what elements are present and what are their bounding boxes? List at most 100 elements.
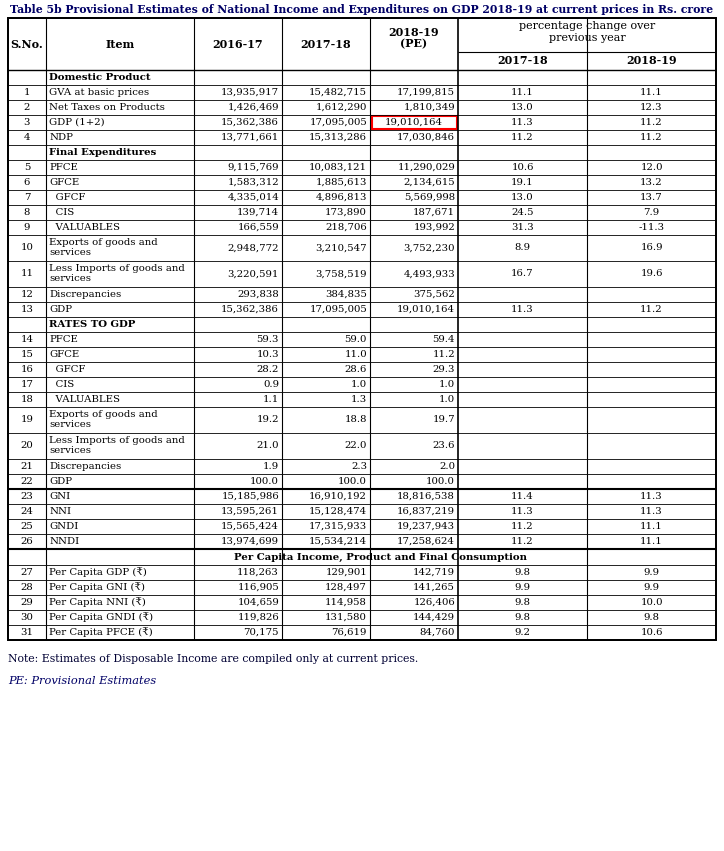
Text: 11.3: 11.3 <box>511 305 534 314</box>
Text: S.No.: S.No. <box>11 38 43 49</box>
Text: 22.0: 22.0 <box>345 442 367 450</box>
Text: 9.8: 9.8 <box>644 613 660 622</box>
Text: 104,659: 104,659 <box>237 598 279 607</box>
Text: GFCE: GFCE <box>49 178 79 187</box>
Text: 21.0: 21.0 <box>256 442 279 450</box>
Text: 173,890: 173,890 <box>325 208 367 217</box>
Text: Per Capita GDP (₹): Per Capita GDP (₹) <box>49 568 147 577</box>
Text: 59.3: 59.3 <box>256 335 279 344</box>
Text: 15,565,424: 15,565,424 <box>221 522 279 531</box>
Text: 3,758,519: 3,758,519 <box>316 270 367 278</box>
Text: 16,837,219: 16,837,219 <box>397 507 455 516</box>
Text: (PE): (PE) <box>400 38 428 49</box>
Text: services: services <box>49 446 91 455</box>
Text: 7.9: 7.9 <box>644 208 660 217</box>
Text: 10.6: 10.6 <box>511 163 534 172</box>
Text: 15: 15 <box>20 350 33 359</box>
Text: 15,128,474: 15,128,474 <box>309 507 367 516</box>
Text: 218,706: 218,706 <box>325 223 367 232</box>
Text: 11.4: 11.4 <box>511 492 534 501</box>
Text: 10: 10 <box>20 243 33 253</box>
Text: 26: 26 <box>20 537 33 546</box>
Text: 114,958: 114,958 <box>325 598 367 607</box>
Text: 7: 7 <box>24 193 30 202</box>
Text: 1.1: 1.1 <box>263 395 279 404</box>
Text: 11.3: 11.3 <box>640 492 663 501</box>
Text: 166,559: 166,559 <box>237 223 279 232</box>
Text: PE: Provisional Estimates: PE: Provisional Estimates <box>8 676 156 686</box>
Text: 9.8: 9.8 <box>515 598 531 607</box>
Text: 1,612,290: 1,612,290 <box>316 103 367 112</box>
Text: Table 5b Provisional Estimates of National Income and Expenditures on GDP 2018-1: Table 5b Provisional Estimates of Nation… <box>10 4 714 15</box>
Text: 9.9: 9.9 <box>515 583 531 592</box>
Text: NNI: NNI <box>49 507 71 516</box>
Text: 19.7: 19.7 <box>432 415 455 425</box>
Text: 10.0: 10.0 <box>640 598 662 607</box>
Text: 18: 18 <box>20 395 33 404</box>
Text: 11.2: 11.2 <box>640 305 662 314</box>
Text: 13.7: 13.7 <box>640 193 663 202</box>
Text: 22: 22 <box>20 477 33 486</box>
Text: 139,714: 139,714 <box>237 208 279 217</box>
Text: 1.0: 1.0 <box>439 380 455 389</box>
Text: 59.0: 59.0 <box>345 335 367 344</box>
Text: 118,263: 118,263 <box>237 568 279 577</box>
Text: 384,835: 384,835 <box>325 290 367 299</box>
Text: 59.4: 59.4 <box>432 335 455 344</box>
Text: 11.3: 11.3 <box>511 507 534 516</box>
Text: 27: 27 <box>20 568 33 577</box>
Text: VALUABLES: VALUABLES <box>49 223 120 232</box>
Text: 141,265: 141,265 <box>413 583 455 592</box>
Text: 3,752,230: 3,752,230 <box>403 243 455 253</box>
Text: RATES TO GDP: RATES TO GDP <box>49 320 135 329</box>
Text: 24: 24 <box>20 507 33 516</box>
Text: GNDI: GNDI <box>49 522 78 531</box>
Text: 1.0: 1.0 <box>439 395 455 404</box>
Text: 2017-18: 2017-18 <box>300 38 351 49</box>
Text: 3,210,547: 3,210,547 <box>316 243 367 253</box>
Text: services: services <box>49 274 91 283</box>
Text: 15,482,715: 15,482,715 <box>309 88 367 97</box>
Text: 5,569,998: 5,569,998 <box>404 193 455 202</box>
Text: 10.6: 10.6 <box>640 628 662 637</box>
Text: 19,010,164: 19,010,164 <box>385 118 443 127</box>
Text: 13,771,661: 13,771,661 <box>221 133 279 142</box>
Text: 3,220,591: 3,220,591 <box>227 270 279 278</box>
Text: 4,896,813: 4,896,813 <box>316 193 367 202</box>
Text: 11.2: 11.2 <box>511 522 534 531</box>
Text: 2,948,772: 2,948,772 <box>227 243 279 253</box>
Text: 13: 13 <box>20 305 33 314</box>
Text: 10.3: 10.3 <box>256 350 279 359</box>
Text: 9.9: 9.9 <box>644 568 660 577</box>
Text: 19,010,164: 19,010,164 <box>397 305 455 314</box>
Text: 19: 19 <box>20 415 33 425</box>
Text: 9.2: 9.2 <box>515 628 531 637</box>
Text: 1,810,349: 1,810,349 <box>403 103 455 112</box>
Text: 13,935,917: 13,935,917 <box>221 88 279 97</box>
Text: 29: 29 <box>20 598 33 607</box>
Text: 11.1: 11.1 <box>640 522 663 531</box>
Text: 6: 6 <box>24 178 30 187</box>
Text: 19.2: 19.2 <box>256 415 279 425</box>
Text: 17,030,846: 17,030,846 <box>397 133 455 142</box>
Text: 76,619: 76,619 <box>332 628 367 637</box>
Text: 9.8: 9.8 <box>515 568 531 577</box>
Text: 1,426,469: 1,426,469 <box>227 103 279 112</box>
Text: 11.3: 11.3 <box>511 118 534 127</box>
Text: 129,901: 129,901 <box>325 568 367 577</box>
Text: 1: 1 <box>24 88 30 97</box>
Text: 1,885,613: 1,885,613 <box>316 178 367 187</box>
Text: 11.2: 11.2 <box>640 118 662 127</box>
Text: Per Capita NNI (₹): Per Capita NNI (₹) <box>49 597 146 608</box>
Text: PFCE: PFCE <box>49 163 78 172</box>
Text: 2,134,615: 2,134,615 <box>403 178 455 187</box>
Text: 17: 17 <box>20 380 33 389</box>
Text: 11.2: 11.2 <box>511 133 534 142</box>
Text: 15,362,386: 15,362,386 <box>221 118 279 127</box>
Text: 9: 9 <box>24 223 30 232</box>
Text: 18,816,538: 18,816,538 <box>397 492 455 501</box>
Text: 84,760: 84,760 <box>420 628 455 637</box>
Text: 28.2: 28.2 <box>256 365 279 374</box>
Text: GFCE: GFCE <box>49 350 79 359</box>
Text: NNDI: NNDI <box>49 537 79 546</box>
